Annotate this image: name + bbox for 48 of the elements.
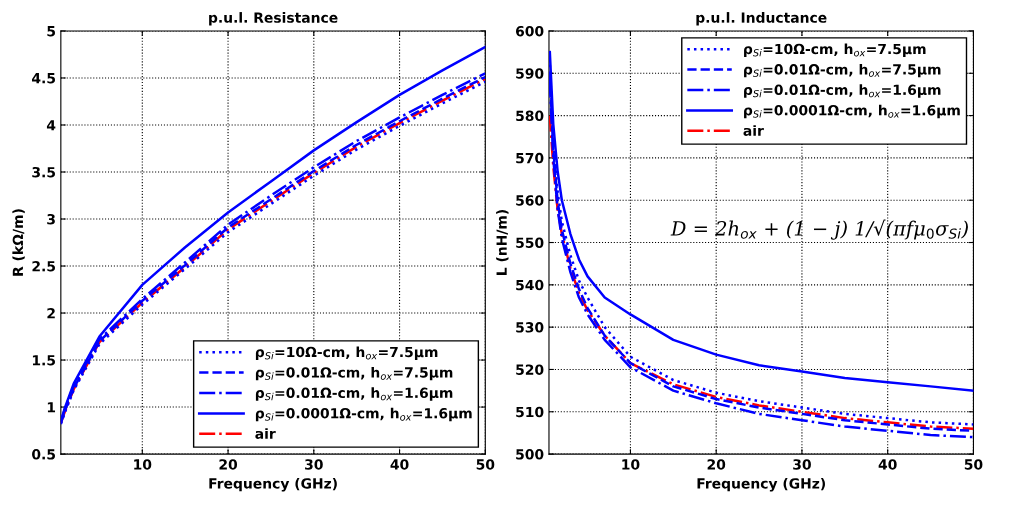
y-tick-label: 0.5 [32,449,56,460]
y-tick-label: 1.5 [32,355,56,366]
x-tick-label: 10 [622,459,640,470]
y-tick-label: 570 [516,152,544,164]
y-tick-label: 3.5 [32,166,56,178]
y-tick-label: 550 [516,237,544,248]
y-tick-label: 2 [47,308,55,319]
y-axis-title: R (kΩ/m) [12,209,25,276]
legend-label: ρ$_{Si}$=0.01Ω-cm, h$_{ox}$=1.6μm [255,387,453,401]
y-tick-label: 5 [47,26,56,37]
legend-label: ρ$_{Si}$=0.01Ω-cm, h$_{ox}$=1.6μm [744,84,941,98]
legend-label: ρ$_{Si}$=0.0001Ω-cm, h$_{ox}$=1.6μm [744,104,960,119]
legend-label: air [743,125,764,136]
legend-label: ρ$_{Si}$=0.0001Ω-cm, h$_{ox}$=1.6μm [255,407,472,422]
y-tick-label: 1 [47,402,56,413]
y-tick-label: 4.5 [32,73,56,84]
y-tick-label: 4 [46,120,56,131]
legend-label: ρ$_{Si}$=10Ω-cm, h$_{ox}$=7.5μm [255,346,438,360]
legend-label: ρ$_{Si}$=0.01Ω-cm, h$_{ox}$=7.5μm [255,366,453,381]
x-axis-title: Frequency (GHz) [209,477,337,492]
x-axis-title: Frequency (GHz) [697,477,825,492]
y-tick-label: 600 [515,25,544,37]
x-tick-label: 10 [134,459,152,470]
x-tick-label: 40 [390,459,409,470]
x-tick-label: 50 [964,459,983,470]
y-tick-label: 3 [47,213,55,225]
y-tick-label: 520 [516,364,544,375]
x-tick-label: 30 [793,459,811,470]
x-tick-label: 30 [305,459,323,470]
annotation: D = 2h$_{ox}$ + (1 − j) 1/√(πfμ$_{0}$σ$_{Si}$) [670,219,968,240]
chart-title: p.u.l. Inductance [696,12,827,26]
y-tick-label: 510 [516,406,544,418]
y-tick-label: 580 [516,110,544,122]
legend-label: ρ$_{Si}$=0.01Ω-cm, h$_{ox}$=7.5μm [744,63,941,78]
chart-title: p.u.l. Resistance [209,12,338,26]
y-tick-label: 590 [516,68,544,79]
legend-label: air [255,428,276,439]
y-tick-label: 560 [516,195,544,206]
y-tick-label: 540 [516,279,544,291]
y-tick-label: 530 [516,322,544,333]
y-tick-label: 500 [516,449,544,460]
y-tick-label: 2.5 [32,261,56,272]
x-tick-label: 50 [476,459,495,470]
x-tick-label: 20 [707,459,726,470]
legend-label: ρ$_{Si}$=10Ω-cm, h$_{ox}$=7.5μm [744,43,926,57]
x-tick-label: 40 [878,459,897,470]
x-tick-label: 20 [219,459,238,470]
y-axis-title: L (nH/m) [496,210,509,275]
